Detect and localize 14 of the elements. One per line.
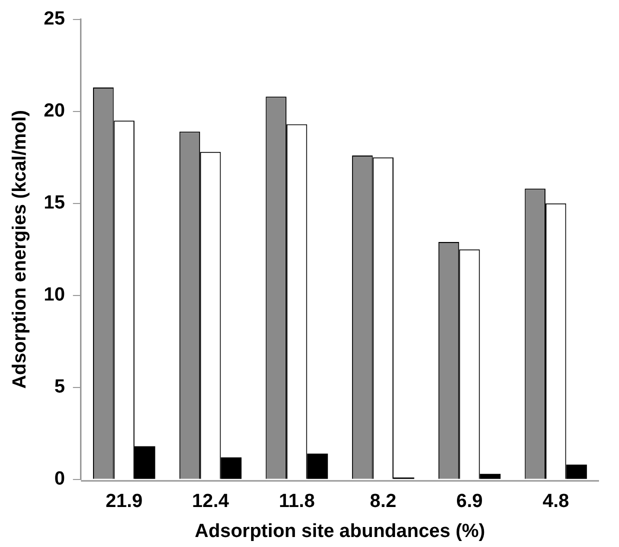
- y-tick-label: 5: [54, 376, 66, 398]
- y-tick-label: 0: [54, 468, 65, 490]
- y-tick-label: 20: [44, 100, 65, 122]
- y-tick-label: 15: [44, 192, 66, 214]
- x-axis-title: Adsorption site abundances (%): [194, 520, 486, 542]
- x-tick-label: 12.4: [192, 491, 230, 512]
- x-tick-label: 4.8: [542, 491, 570, 512]
- x-tick-label: 11.8: [278, 491, 315, 512]
- y-axis-title: Adsorption energies (kcal/mol): [10, 110, 31, 389]
- y-tick-label: 25: [44, 8, 66, 30]
- x-tick-label: 21.9: [106, 491, 143, 512]
- x-tick-label: 8.2: [370, 491, 396, 512]
- y-tick-label: 10: [44, 284, 65, 306]
- x-tick-label: 6.9: [456, 491, 483, 512]
